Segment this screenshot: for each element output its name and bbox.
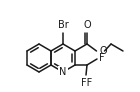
Text: O: O: [83, 20, 91, 30]
Text: F: F: [99, 53, 105, 63]
Text: N: N: [59, 67, 67, 77]
Text: O: O: [99, 46, 107, 56]
Text: FF: FF: [81, 78, 93, 88]
Text: Br: Br: [58, 20, 68, 30]
